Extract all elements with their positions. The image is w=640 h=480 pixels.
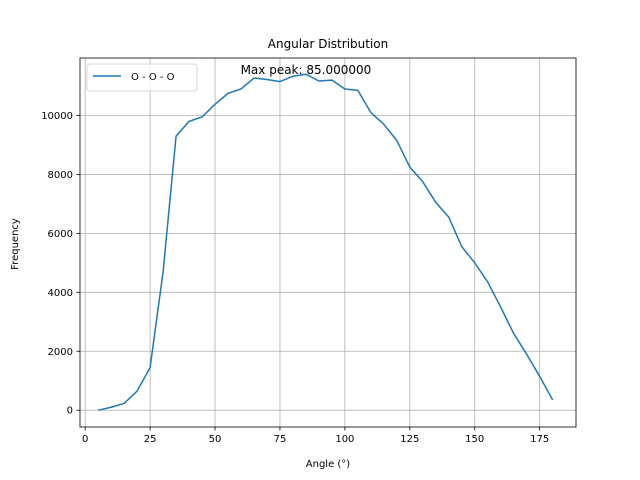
legend-box	[86, 63, 198, 92]
x-tick-label: 25	[144, 434, 157, 445]
x-tick-label: 75	[274, 434, 287, 445]
x-tick-label: 100	[335, 434, 354, 445]
y-tick-label: 0	[67, 406, 73, 417]
y-tick-label: 6000	[48, 229, 73, 240]
max-peak-annotation: Max peak: 85.000000	[241, 63, 372, 77]
y-axis-label: Frequency	[10, 218, 21, 270]
x-tick-label: 150	[465, 434, 484, 445]
legend-entry-label: O - O - O	[131, 72, 175, 83]
series-lines	[98, 73, 554, 411]
axis-ticks: 0 25 50 75 100 125 150 175 0 2000 4000 6000 8000 1000…	[41, 111, 549, 445]
y-tick-label: 8000	[48, 170, 73, 181]
chart-title: Angular Distribution	[268, 37, 388, 51]
x-tick-label: 0	[82, 434, 88, 445]
plot-frame	[79, 57, 577, 428]
y-tick-label: 10000	[41, 111, 73, 122]
x-tick-label: 50	[209, 434, 222, 445]
legend: O - O - O	[86, 63, 198, 92]
x-tick-label: 175	[530, 434, 549, 445]
x-tick-label: 125	[400, 434, 419, 445]
y-tick-label: 4000	[48, 288, 73, 299]
series-line	[98, 73, 554, 411]
x-axis-label: Angle (°)	[306, 459, 351, 470]
y-tick-label: 2000	[48, 347, 73, 358]
